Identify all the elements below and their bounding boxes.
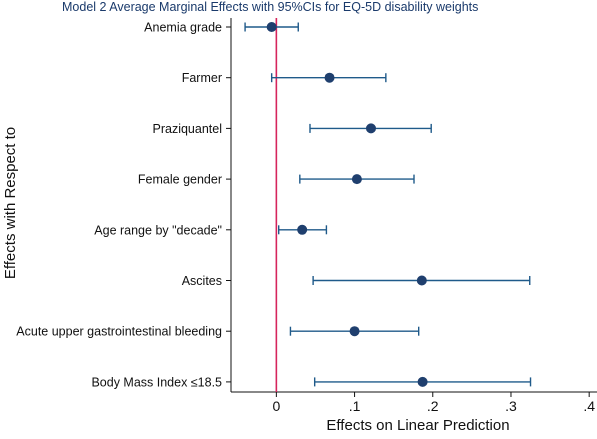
plot-area: 0 .1 .2 .3 .4 Anemia grade Farmer Praziquantel F…	[16, 18, 597, 414]
point-estimate	[297, 224, 308, 235]
category-label: Praziquantel	[153, 122, 223, 136]
chart-title: Model 2 Average Marginal Effects with 95…	[62, 0, 478, 14]
category-label: Acute upper gastrointestinal bleeding	[16, 325, 222, 339]
point-estimate	[324, 72, 335, 83]
x-tick-label: .2	[427, 398, 439, 414]
category-label: Ascites	[182, 274, 222, 288]
category-label: Female gender	[138, 173, 222, 187]
x-axis-label: Effects on Linear Prediction	[326, 417, 509, 434]
category-label: Body Mass Index ≤18.5	[91, 375, 222, 389]
point-estimate	[417, 376, 428, 387]
category-label: Farmer	[182, 71, 222, 85]
point-estimate	[365, 123, 376, 134]
point-estimate	[351, 174, 362, 185]
x-tick-label: 0	[272, 398, 280, 414]
x-tick-label: .1	[349, 398, 361, 414]
point-estimate	[416, 275, 427, 286]
y-axis-label: Effects with Respect to	[2, 127, 19, 279]
point-estimate	[266, 22, 277, 32]
point-estimate	[349, 326, 360, 337]
category-label: Age range by "decade"	[94, 223, 222, 237]
category-label: Anemia grade	[144, 21, 222, 35]
x-tick-label: .4	[583, 398, 595, 414]
x-tick-label: .3	[505, 398, 517, 414]
